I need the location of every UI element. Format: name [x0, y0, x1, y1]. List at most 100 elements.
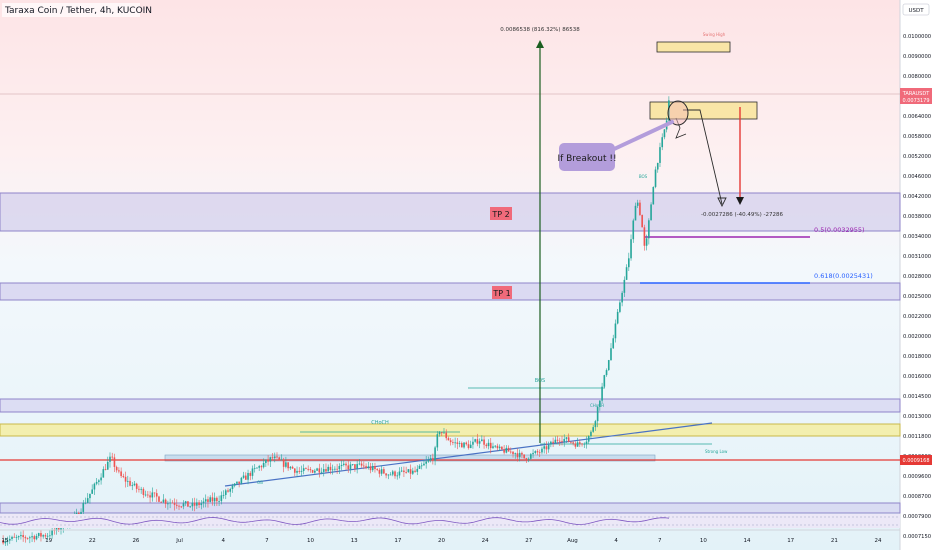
x-tick-label: 27: [525, 538, 532, 544]
candle-body: [403, 471, 405, 472]
candle-body: [209, 497, 211, 502]
candle-body: [577, 442, 579, 446]
candle-body: [452, 442, 454, 443]
candle-body: [116, 467, 118, 470]
x-tick-label: 26: [132, 538, 139, 544]
candle-body: [501, 447, 503, 449]
candle-body: [457, 442, 459, 443]
candle-body: [258, 466, 260, 468]
y-tick-label: 0.0011800: [903, 434, 931, 440]
candle-body: [468, 444, 470, 448]
candle-body: [20, 535, 22, 536]
candle-body: [637, 203, 639, 206]
candle-body: [221, 495, 223, 501]
candle-body: [394, 471, 396, 476]
candle-body: [87, 498, 89, 503]
y-tick-label: 0.0052000: [903, 154, 931, 160]
y-tick-label: 0.0031000: [903, 254, 931, 260]
x-tick-label: 10: [700, 538, 707, 544]
candle-body: [514, 453, 516, 454]
y-tick-label: 0.0007150: [903, 534, 931, 540]
y-tick-label: 0.0034000: [903, 234, 931, 240]
y-tick-label: 0.0028000: [903, 274, 931, 280]
candle-body: [485, 445, 487, 446]
candle-body: [370, 466, 372, 470]
candle-body: [143, 489, 145, 495]
candle-body: [183, 503, 185, 506]
candle-body: [652, 187, 654, 204]
candle-body: [405, 472, 407, 473]
tp1-zone: [0, 283, 900, 300]
candle-body: [318, 468, 320, 472]
candle-body: [149, 495, 151, 497]
candle-body: [330, 467, 332, 470]
candle-body: [557, 440, 559, 441]
candle-body: [180, 506, 182, 507]
candle-body: [252, 468, 254, 475]
candle-body: [506, 448, 508, 453]
currency-label: USDT: [908, 8, 924, 14]
candle-body: [390, 475, 392, 476]
candle-body: [459, 443, 461, 444]
x-tick-label: 17: [787, 538, 794, 544]
candle-body: [583, 444, 585, 445]
candle-body: [612, 338, 614, 348]
candle-body: [352, 464, 354, 465]
candle-body: [111, 457, 113, 458]
resistance-zone: [0, 399, 900, 412]
candle-body: [359, 464, 361, 465]
candle-body: [430, 458, 432, 460]
candle-body: [396, 475, 398, 476]
candle-body: [18, 536, 20, 537]
candle-body: [38, 533, 40, 536]
candle-body: [103, 469, 105, 477]
candle-body: [98, 480, 100, 482]
candle-body: [172, 503, 174, 504]
candle-body: [381, 469, 383, 474]
candle-body: [134, 484, 136, 486]
candle-body: [555, 440, 557, 443]
candle-body: [232, 486, 234, 489]
candle-body: [659, 147, 661, 163]
breakout-callout-text: If Breakout !!: [557, 154, 616, 164]
candle-body: [276, 456, 278, 457]
candle-body: [85, 503, 87, 504]
candle-body: [127, 481, 129, 482]
x-tick-label: 20: [438, 538, 445, 544]
candle-body: [125, 477, 127, 482]
candle-body: [561, 441, 563, 442]
candle-body: [245, 476, 247, 480]
x-tick-label: 19: [45, 538, 52, 544]
candle-body: [290, 467, 292, 468]
candle-body: [283, 459, 285, 466]
candle-body: [465, 443, 467, 445]
candle-body: [109, 457, 111, 462]
candle-body: [639, 203, 641, 215]
candle-body: [414, 471, 416, 472]
candle-body: [339, 466, 341, 469]
candle-body: [646, 238, 648, 245]
candle-body: [94, 484, 96, 490]
ob-label: OB: [257, 480, 263, 485]
candle-body: [167, 503, 169, 504]
candle-body: [200, 503, 202, 505]
candle-body: [11, 537, 13, 539]
candle-body: [519, 453, 521, 457]
candle-body: [365, 466, 367, 468]
candle-body: [307, 469, 309, 470]
candle-body: [261, 466, 263, 467]
x-tick-label: Jul: [175, 538, 183, 544]
candle-body: [29, 537, 31, 538]
candle-body: [96, 482, 98, 484]
candle-body: [483, 439, 485, 444]
tp2-label: TP 2: [491, 210, 509, 219]
candle-body: [630, 239, 632, 258]
candle-body: [278, 457, 280, 460]
candle-body: [151, 492, 153, 497]
candle-body: [123, 476, 125, 477]
candle-body: [165, 500, 167, 504]
bos-label-2: BOS: [639, 174, 648, 179]
candle-body: [445, 433, 447, 438]
candle-body: [249, 473, 251, 476]
